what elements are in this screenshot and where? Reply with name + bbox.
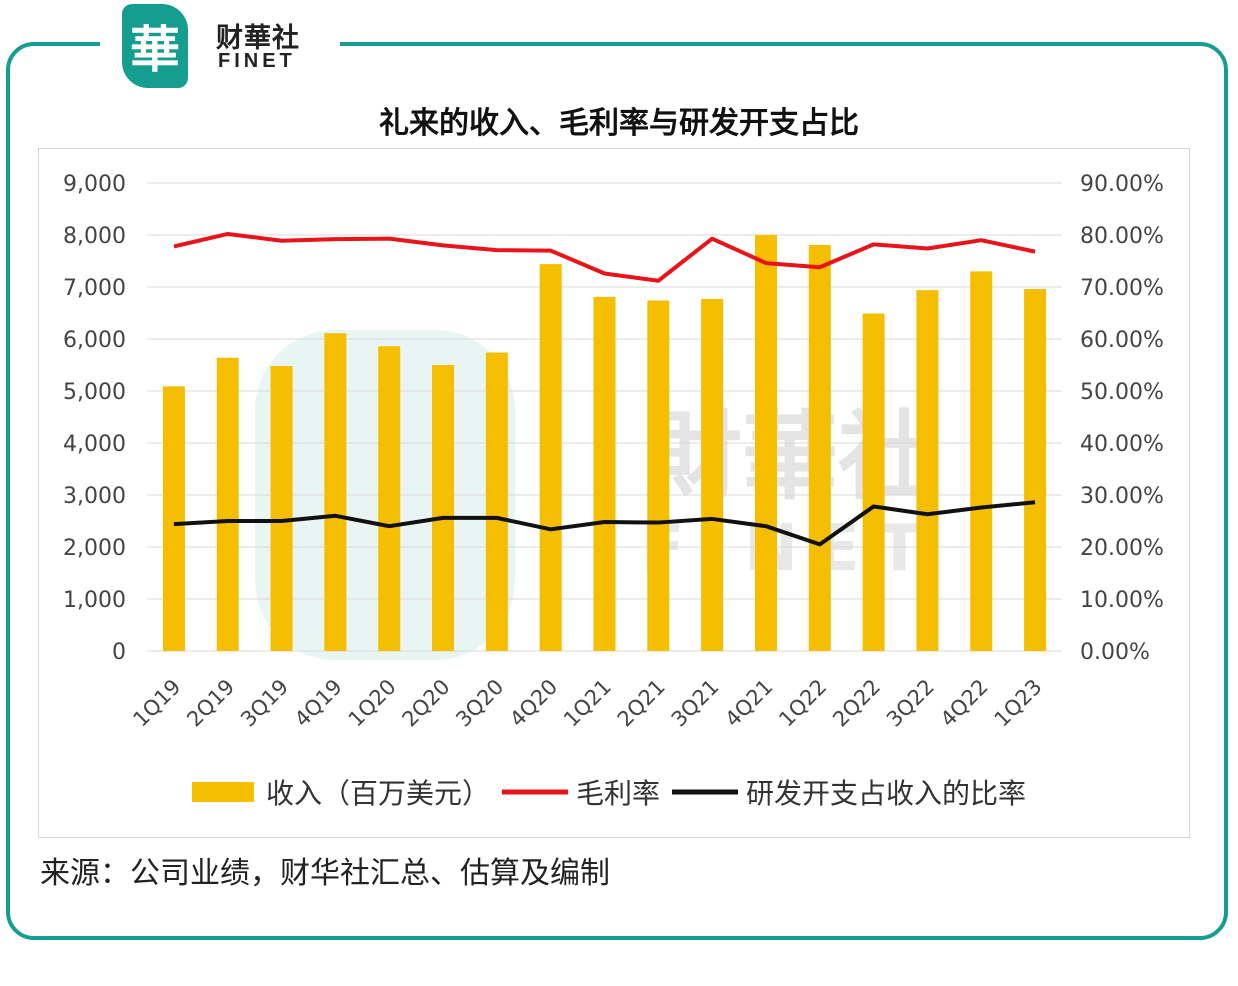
y-right-tick-label: 10.00% xyxy=(1080,588,1164,613)
x-tick-label: 1Q19 xyxy=(128,675,185,732)
legend-label-rd-ratio: 研发开支占收入的比率 xyxy=(746,777,1026,810)
x-tick-label: 3Q20 xyxy=(451,675,508,732)
source-note: 来源：公司业绩，财华社汇总、估算及编制 xyxy=(40,856,610,891)
x-tick-label: 3Q19 xyxy=(236,675,293,732)
bar-revenue xyxy=(593,296,616,651)
bar-revenue xyxy=(647,300,670,651)
bar-revenue xyxy=(378,346,401,651)
y-right-tick-label: 30.00% xyxy=(1080,484,1164,509)
watermark-cn: 財華社 xyxy=(646,401,934,513)
x-tick-label: 1Q22 xyxy=(774,675,831,732)
x-tick-label: 4Q19 xyxy=(290,675,347,732)
bar-revenue xyxy=(970,271,993,651)
legend-swatch-revenue xyxy=(192,782,254,802)
y-right-tick-label: 90.00% xyxy=(1080,172,1164,197)
logo-text-en: FINET xyxy=(218,50,296,72)
y-right-tick-label: 80.00% xyxy=(1080,224,1164,249)
x-tick-label: 2Q20 xyxy=(398,675,455,732)
line-gross-margin xyxy=(173,231,1036,283)
x-tick-label: 4Q20 xyxy=(505,675,562,732)
bar-revenue xyxy=(539,264,562,651)
legend-label-revenue: 收入（百万美元） xyxy=(266,777,490,810)
bar-revenue xyxy=(1024,289,1047,651)
y-left-tick-label: 8,000 xyxy=(63,224,126,249)
legend-label-gross-margin: 毛利率 xyxy=(576,777,660,810)
chart-title: 礼来的收入、毛利率与研发开支占比 xyxy=(379,106,859,141)
y-left-tick-label: 9,000 xyxy=(63,172,126,197)
y-left-tick-label: 3,000 xyxy=(63,484,126,509)
y-left-tick-label: 5,000 xyxy=(63,380,126,405)
y-right-tick-label: 40.00% xyxy=(1080,432,1164,457)
bar-revenue xyxy=(432,365,455,651)
x-tick-label: 1Q21 xyxy=(559,675,616,732)
bar-revenue xyxy=(862,313,885,651)
x-tick-label: 3Q21 xyxy=(667,675,724,732)
y-right-tick-label: 70.00% xyxy=(1080,276,1164,301)
logo: 華 财華社 FINET xyxy=(100,0,340,92)
y-right-tick-label: 50.00% xyxy=(1080,380,1164,405)
x-tick-label: 2Q19 xyxy=(182,675,239,732)
bar-revenue xyxy=(754,235,777,651)
y-left-tick-label: 7,000 xyxy=(63,276,126,301)
x-tick-label: 2Q22 xyxy=(828,675,885,732)
bar-revenue xyxy=(701,298,724,651)
bar-revenue xyxy=(808,244,831,651)
y-left-tick-label: 6,000 xyxy=(63,328,126,353)
y-left-tick-label: 2,000 xyxy=(63,536,126,561)
x-tick-label: 3Q22 xyxy=(882,675,939,732)
x-tick-label: 2Q21 xyxy=(613,675,670,732)
y-left-tick-label: 0 xyxy=(112,640,126,665)
chart-plot-box xyxy=(38,148,1190,838)
bar-revenue xyxy=(324,333,347,651)
y-right-tick-label: 60.00% xyxy=(1080,328,1164,353)
x-tick-label: 4Q21 xyxy=(720,675,777,732)
x-tick-label: 1Q20 xyxy=(344,675,401,732)
bar-revenue xyxy=(270,366,293,651)
logo-text-cn: 财華社 xyxy=(216,23,300,54)
x-tick-label: 1Q23 xyxy=(990,675,1047,732)
card-frame xyxy=(6,42,1228,940)
y-left-tick-label: 4,000 xyxy=(63,432,126,457)
logo-badge: 華 xyxy=(122,4,188,88)
bar-revenue xyxy=(916,290,939,651)
x-tick-label: 4Q22 xyxy=(936,675,993,732)
line-rd-ratio xyxy=(173,500,1036,547)
watermark-en: FINET xyxy=(641,512,939,586)
y-right-tick-label: 20.00% xyxy=(1080,536,1164,561)
bar-revenue xyxy=(485,352,508,651)
y-left-tick-label: 1,000 xyxy=(63,588,126,613)
bar-revenue xyxy=(216,357,239,651)
bar-revenue xyxy=(162,386,185,651)
y-right-tick-label: 0.00% xyxy=(1080,640,1150,665)
